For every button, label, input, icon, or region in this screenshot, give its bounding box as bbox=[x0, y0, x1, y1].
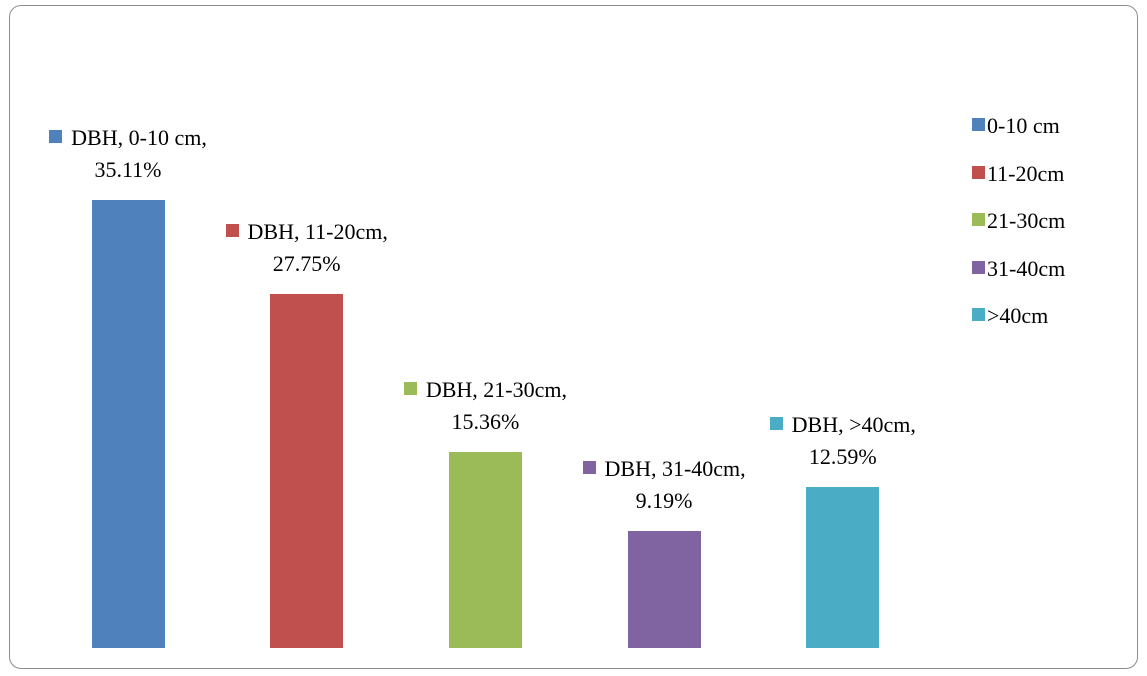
legend-label: 0-10 cm bbox=[987, 113, 1060, 138]
data-label-text: DBH, 31-40cm, 9.19% bbox=[604, 455, 746, 513]
legend-item: 0-10 cm bbox=[972, 114, 1060, 138]
legend-key bbox=[972, 260, 985, 274]
bar bbox=[627, 530, 701, 648]
data-label: DBH, 11-20cm, 27.75% bbox=[207, 216, 407, 280]
legend-label: >40cm bbox=[987, 303, 1049, 328]
legend-item: >40cm bbox=[972, 304, 1048, 328]
legend-item: 21-30cm bbox=[972, 209, 1065, 233]
data-label-text: DBH, 0-10 cm, 35.11% bbox=[71, 125, 207, 182]
label-key bbox=[49, 130, 63, 143]
data-label: DBH, 21-30cm, 15.36% bbox=[385, 374, 585, 438]
legend-label: 11-20cm bbox=[987, 160, 1065, 186]
label-key bbox=[582, 460, 596, 474]
data-label: DBH, 0-10 cm, 35.11% bbox=[28, 122, 228, 186]
label-key bbox=[225, 223, 239, 237]
bar bbox=[91, 199, 165, 648]
legend-item: 31-40cm bbox=[972, 255, 1066, 281]
data-label-text: DBH, 21-30cm, 15.36% bbox=[425, 377, 567, 435]
bar bbox=[270, 293, 344, 648]
data-label-text: DBH, >40cm, 12.59% bbox=[791, 412, 916, 470]
bar bbox=[448, 452, 522, 648]
data-label-text: DBH, 11-20cm, 27.75% bbox=[247, 218, 388, 276]
legend-key bbox=[972, 213, 985, 226]
chart-frame bbox=[9, 5, 1138, 669]
legend-key bbox=[972, 308, 985, 321]
data-label: DBH, >40cm, 12.59% bbox=[743, 409, 943, 473]
legend-label: 21-30cm bbox=[987, 208, 1066, 233]
data-label: DBH, 31-40cm, 9.19% bbox=[564, 453, 764, 517]
label-key bbox=[403, 382, 417, 396]
bar bbox=[806, 487, 880, 648]
legend-key bbox=[972, 165, 985, 179]
legend-label: 31-40cm bbox=[987, 255, 1066, 281]
legend-key bbox=[972, 118, 985, 131]
label-key bbox=[769, 417, 783, 431]
legend-item: 11-20cm bbox=[972, 160, 1065, 186]
